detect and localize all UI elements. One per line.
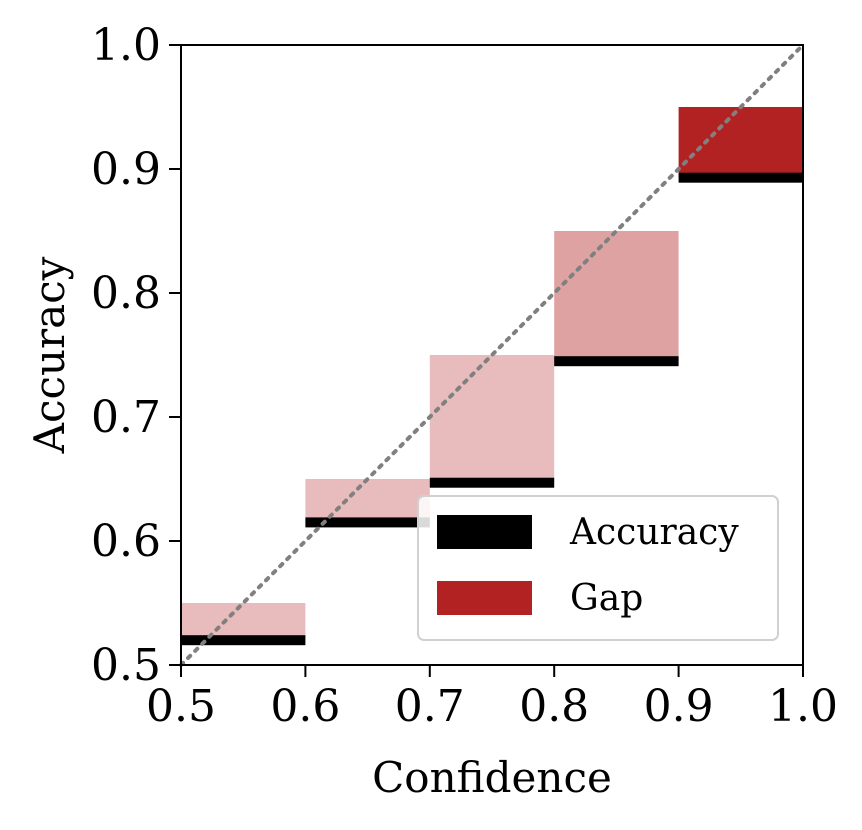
gap-bar-2: [429, 355, 555, 483]
x-tick-label-4: 0.9: [644, 681, 714, 732]
x-tick-label-1: 0.6: [270, 681, 340, 732]
gap-bar-0: [181, 603, 306, 641]
x-tick-label-5: 1.0: [768, 681, 838, 732]
accuracy-bar-0: [181, 635, 306, 646]
gap-bars: [181, 107, 803, 641]
y-tick-label-1: 0.6: [91, 516, 161, 567]
plot-frame: [180, 44, 804, 666]
perfect-calibration-line: [179, 43, 805, 667]
accuracy-bars: [181, 172, 803, 646]
y-tick-label-3: 0.8: [91, 268, 161, 319]
legend-swatch-accuracy: [437, 515, 532, 549]
x-tick-label-3: 0.8: [519, 681, 589, 732]
legend-label-gap: Gap: [570, 578, 643, 619]
gap-bar-3: [554, 231, 679, 362]
gap-bar-1: [305, 479, 430, 523]
legend: Accuracy Gap: [417, 495, 779, 641]
x-tick-label-2: 0.7: [395, 681, 465, 732]
x-axis-label: Confidence: [372, 753, 612, 802]
accuracy-bar-3: [554, 356, 679, 367]
y-tick-label-5: 1.0: [91, 20, 161, 71]
y-tick-label-2: 0.7: [91, 392, 161, 443]
accuracy-bar-1: [305, 517, 430, 528]
accuracy-bar-4: [678, 172, 803, 183]
legend-label-accuracy: Accuracy: [569, 512, 739, 553]
accuracy-bar-2: [429, 477, 555, 488]
y-axis-label: Accuracy: [25, 256, 74, 454]
y-tick-label-0: 0.5: [91, 640, 161, 691]
gap-bar-4: [678, 107, 803, 178]
x-tick-label-0: 0.5: [146, 681, 216, 732]
legend-swatch-gap: [437, 581, 532, 615]
y-tick-label-4: 0.9: [91, 144, 161, 195]
x-axis-ticks: 0.5 0.6 0.7 0.8 0.9 1.0: [146, 665, 838, 732]
y-axis-ticks: 0.5 0.6 0.7 0.8 0.9 1.0: [91, 20, 181, 691]
